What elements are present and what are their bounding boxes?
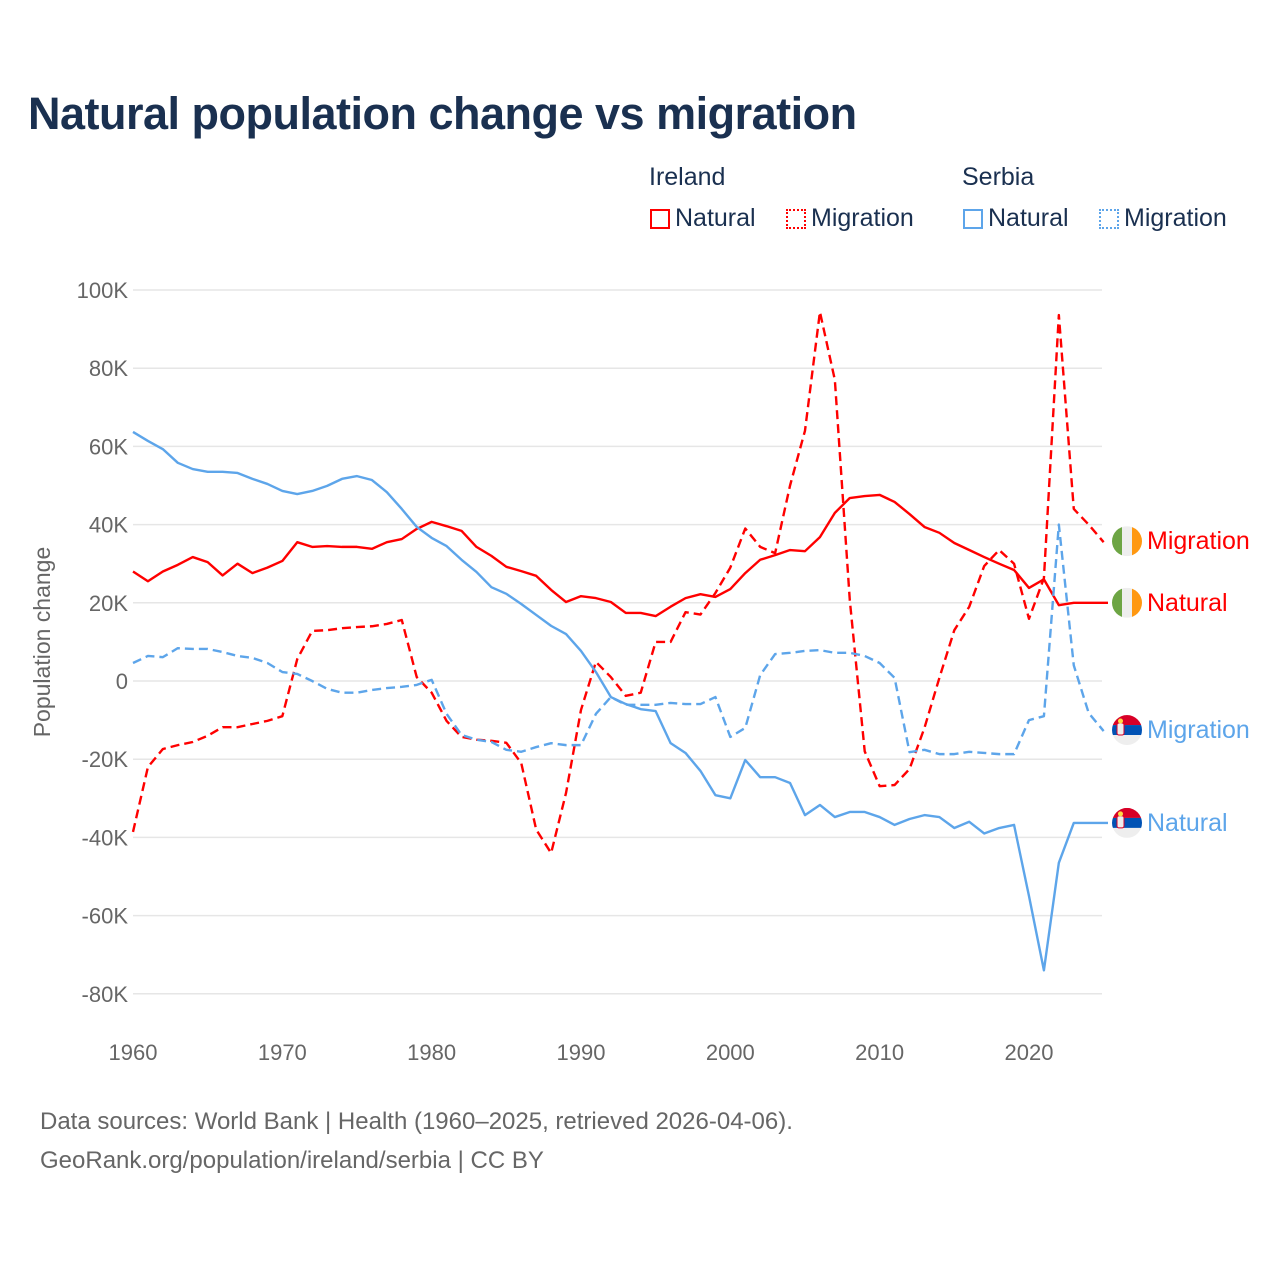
footer-attribution[interactable]: GeoRank.org/population/ireland/serbia | …	[40, 1147, 544, 1174]
series-end-label: Natural	[1147, 809, 1228, 837]
y-axis-label: Population change	[29, 547, 55, 738]
y-tick-label: 20K	[89, 591, 128, 616]
series-line-serbia-migration	[132, 523, 1105, 756]
x-tick-label: 2010	[855, 1040, 904, 1065]
y-tick-label: -80K	[82, 982, 129, 1007]
legend-swatch-solid-red	[650, 208, 670, 229]
chart-title: Natural population change vs migration	[28, 88, 857, 139]
footer-sources: Data sources: World Bank | Health (1960–…	[40, 1108, 793, 1135]
legend-serbia-natural[interactable]: Natural	[963, 204, 1069, 233]
legend-ireland-natural[interactable]: Natural	[650, 204, 756, 233]
y-tick-label: 60K	[89, 434, 128, 459]
x-tick-label: 1980	[407, 1040, 456, 1065]
legend-swatch-solid-blue	[963, 208, 983, 229]
legend-serbia-migration[interactable]: Migration	[1099, 204, 1227, 233]
y-tick-label: 40K	[89, 513, 128, 538]
series-end-label: Natural	[1147, 589, 1228, 617]
x-tick-label: 1990	[557, 1040, 606, 1065]
series-end-label: Migration	[1147, 527, 1250, 555]
flag-serbia-icon	[1112, 807, 1142, 838]
legend-swatch-dotted-red	[786, 208, 806, 229]
series-line-serbia-natural	[132, 430, 1108, 972]
y-tick-label: 0	[116, 669, 128, 694]
flag-serbia-icon	[1112, 715, 1142, 746]
x-tick-label: 2020	[1005, 1040, 1054, 1065]
y-tick-label: -20K	[82, 747, 129, 772]
y-tick-label: 100K	[77, 278, 129, 303]
y-tick-label: -40K	[82, 825, 129, 850]
legend-group-ireland: Ireland	[649, 163, 726, 191]
legend-label: Migration	[811, 204, 914, 232]
x-tick-label: 2000	[706, 1040, 755, 1065]
series-line-ireland-migration	[131, 310, 1105, 855]
legend-ireland-migration[interactable]: Migration	[786, 204, 914, 233]
x-tick-label: 1970	[258, 1040, 307, 1065]
legend-label: Natural	[988, 204, 1069, 232]
legend-label: Migration	[1124, 204, 1227, 232]
y-tick-label: 80K	[89, 356, 128, 381]
legend-swatch-dotted-blue	[1099, 208, 1119, 229]
legend-group-serbia: Serbia	[962, 163, 1035, 191]
x-tick-label: 1960	[109, 1040, 158, 1065]
y-tick-label: -60K	[82, 904, 129, 929]
series-line-ireland-natural	[132, 493, 1108, 618]
flag-ireland-icon	[1112, 526, 1142, 557]
series-end-label: Migration	[1147, 716, 1250, 744]
flag-ireland-icon	[1112, 587, 1142, 618]
legend-label: Natural	[675, 204, 756, 232]
